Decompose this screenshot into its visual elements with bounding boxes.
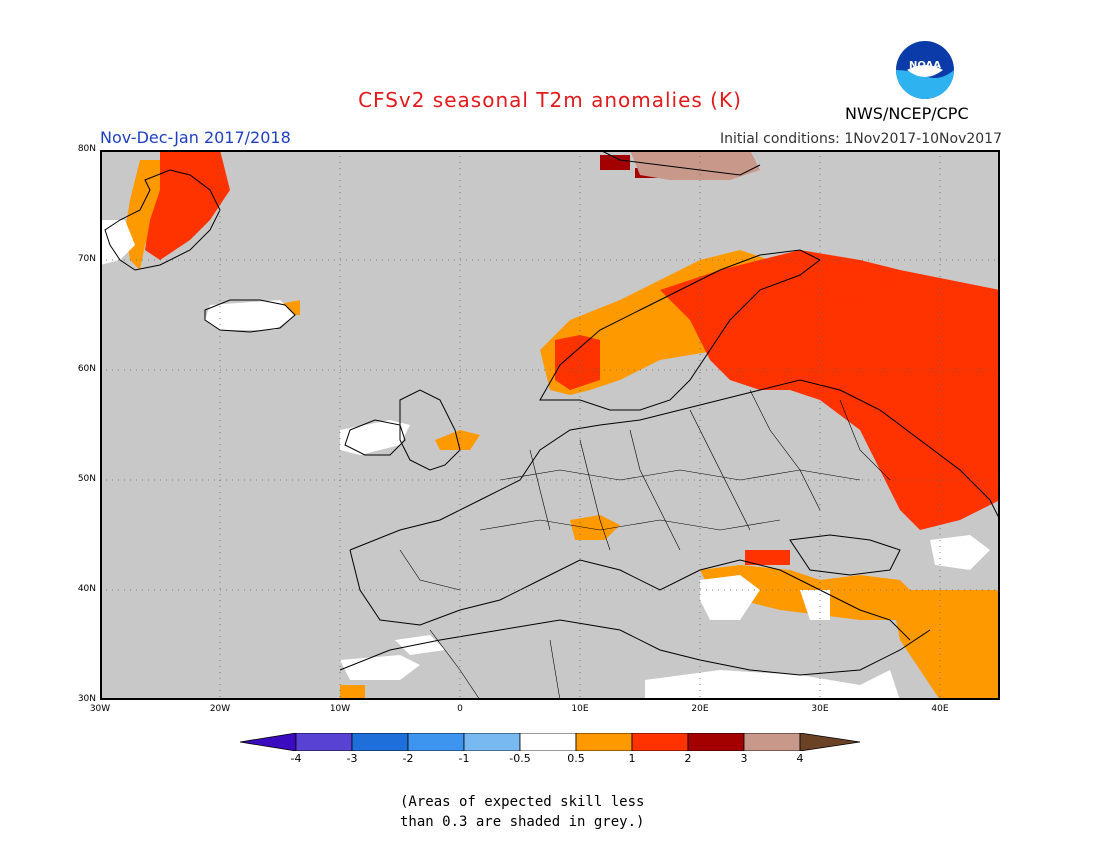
legend-label-minus4: -4 (290, 752, 302, 765)
legend-colorbar (239, 732, 861, 752)
legend-swatch-3-4 (743, 732, 801, 752)
lon-tick-30w: 30W (89, 704, 111, 714)
legend-swatch-below-minus4 (239, 732, 297, 752)
svalbard-darkred (600, 155, 630, 170)
country-borders (399, 389, 891, 701)
black-sea-coast (789, 534, 901, 576)
caucasus-white (930, 535, 990, 570)
map-border (100, 150, 1000, 700)
morocco-orange (340, 685, 365, 700)
border-2 (579, 439, 611, 551)
legend-swatch-minus1-minus05 (463, 732, 521, 752)
bulgaria-red (745, 550, 790, 565)
logo-text: NOAA (909, 60, 941, 71)
greenland-coast (104, 169, 221, 271)
border-10 (429, 629, 481, 701)
border-1 (529, 449, 551, 531)
middle-east-orange (890, 590, 1000, 700)
skill-note: (Areas of expected skill less than 0.3 a… (400, 792, 800, 832)
lon-tick-20w: 20W (209, 704, 231, 714)
lon-tick-10w: 10W (329, 704, 351, 714)
legend-label-05: 0.5 (567, 752, 585, 765)
lon-tick-0: 0 (457, 704, 463, 714)
norway-red (555, 335, 600, 390)
scandinavia-coast (539, 249, 821, 411)
organization-label: NWS/NCEP/CPC (845, 104, 969, 123)
greenland-white (100, 220, 135, 265)
map-title: CFSv2 seasonal T2m anomalies (K) (358, 88, 742, 112)
legend-swatch-above-4 (799, 732, 861, 752)
border-7 (479, 519, 781, 531)
legend-label-2: 2 (684, 752, 692, 765)
legend-swatch-2-3 (687, 732, 745, 752)
initial-conditions-label: Initial conditions: 1Nov2017-10Nov2017 (719, 131, 1002, 147)
svalbard-tan (630, 150, 760, 180)
mediterranean-north-coast (349, 549, 911, 641)
noaa-logo-icon: NOAA (895, 40, 955, 100)
legend-swatch-1-2 (631, 732, 689, 752)
border-9 (399, 549, 461, 591)
cyprus-white (800, 590, 830, 620)
britain-coast (399, 389, 461, 471)
legend-svg (239, 732, 861, 752)
anomaly-map (100, 149, 1001, 701)
anomaly-neutral-regions (100, 220, 990, 700)
lat-tick-40n: 40N (77, 584, 96, 594)
legend-label-minus2: -2 (402, 752, 414, 765)
russia-red (660, 250, 1000, 530)
anomaly-1-2-regions (145, 150, 1000, 565)
season-label: Nov-Dec-Jan 2017/2018 (100, 128, 291, 147)
spain-white (395, 635, 445, 655)
legend-label-minus1: -1 (458, 752, 470, 765)
lat-tick-80n: 80N (77, 144, 96, 154)
ireland-coast (344, 419, 406, 456)
north-africa-white (645, 670, 900, 700)
skill-note-line1: (Areas of expected skill less (400, 794, 645, 810)
lat-tick-50n: 50N (77, 474, 96, 484)
ireland-white (340, 420, 410, 455)
legend-label-1: 1 (628, 752, 636, 765)
legend-swatch-05-1 (575, 732, 633, 752)
skill-note-line2: than 0.3 are shaded in grey.) (400, 814, 645, 830)
iceland-coast (204, 299, 296, 333)
legend-label-4: 4 (796, 752, 804, 765)
border-6 (499, 469, 861, 481)
legend-swatch-neutral (519, 732, 577, 752)
legend-swatch-minus4-minus3 (295, 732, 353, 752)
border-5 (749, 389, 821, 511)
anomaly-3-4-regions (630, 150, 760, 180)
legend-label-minus05: -0.5 (509, 752, 531, 765)
lon-tick-40e: 40E (931, 704, 949, 714)
europe-north-coast (349, 379, 1001, 551)
lat-tick-30n: 30N (77, 694, 96, 704)
legend-label-3: 3 (740, 752, 748, 765)
africa-north-coast (339, 619, 931, 676)
map-svg (100, 149, 1001, 701)
legend-label-minus3: -3 (346, 752, 358, 765)
alps-orange (570, 515, 620, 540)
grid-lines (100, 150, 1000, 700)
iceland-white (205, 300, 295, 330)
lon-tick-30e: 30E (811, 704, 829, 714)
lon-tick-10e: 10E (571, 704, 589, 714)
kola-red (800, 265, 890, 300)
border-4 (689, 409, 751, 531)
legend-swatch-minus2-minus1 (407, 732, 465, 752)
lon-tick-20e: 20E (691, 704, 709, 714)
svalbard-coast (599, 149, 761, 176)
greenland-red (145, 150, 230, 260)
lat-tick-70n: 70N (77, 254, 96, 264)
lat-tick-60n: 60N (77, 364, 96, 374)
border-8 (839, 399, 891, 481)
greece-white (700, 575, 760, 620)
border-11 (549, 639, 561, 701)
coastlines (104, 149, 1001, 676)
border-3 (629, 429, 681, 551)
morocco-white (340, 655, 420, 680)
legend-swatch-minus3-minus2 (351, 732, 409, 752)
